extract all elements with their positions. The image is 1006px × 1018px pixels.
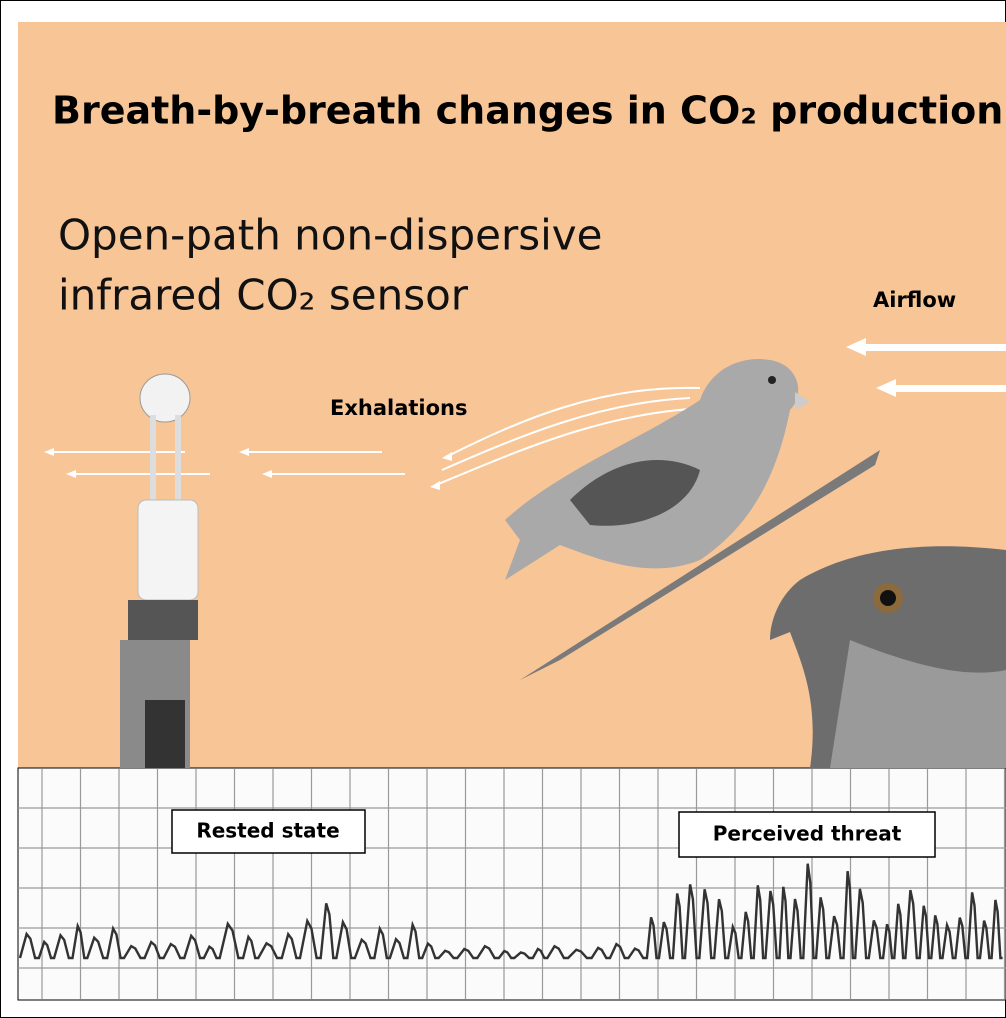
paper-grid [18, 769, 1006, 999]
hawk-illustration [770, 546, 1006, 768]
sensor-label: infrared CO₂ sensor [58, 271, 469, 320]
exhalation-arrows [50, 386, 713, 486]
title: Breath-by-breath changes in CO₂ producti… [52, 89, 1003, 133]
sensor-label: Open-path non-dispersive [58, 211, 602, 260]
arrow-heads [44, 448, 452, 490]
airflow-arrows [846, 338, 1006, 397]
rested-label: Rested state [196, 819, 339, 843]
exhalations-label: Exhalations [330, 396, 468, 420]
sensor-illustration [120, 373, 199, 768]
airflow-label: Airflow [873, 288, 956, 312]
label-box [678, 811, 936, 858]
trace-paper [17, 767, 1006, 1001]
threat-label: Perceived threat [713, 822, 902, 846]
co2-trace [18, 863, 1003, 960]
label-box [171, 809, 366, 854]
pigeon-illustration [505, 359, 880, 680]
